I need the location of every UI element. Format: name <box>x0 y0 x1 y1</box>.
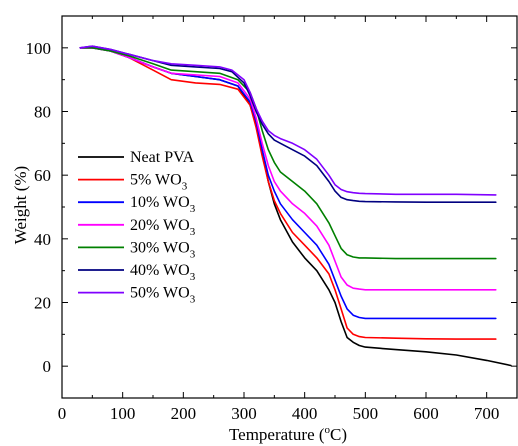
series-line-6 <box>79 45 497 196</box>
legend-label-2: 10% WO3 <box>130 194 196 215</box>
x-tick-label: 100 <box>110 404 136 423</box>
x-tick-label: 400 <box>292 404 318 423</box>
x-tick-label: 700 <box>474 404 500 423</box>
ticks-layer: 0 100 200 300 400 500 600 700 0 20 40 60 80 100 <box>26 16 517 423</box>
series-layer <box>79 45 512 367</box>
y-tick-label: 40 <box>34 230 51 249</box>
x-axis-title: Temperature (oC) <box>229 424 347 444</box>
y-tick-label: 60 <box>34 166 51 185</box>
y-tick-label: 80 <box>34 103 51 122</box>
series-line-4 <box>79 47 497 260</box>
x-tick-label: 600 <box>413 404 439 423</box>
x-tick-label: 300 <box>231 404 257 423</box>
legend-label-0: Neat PVA <box>130 149 195 166</box>
legend-label-4: 30% WO3 <box>130 239 196 260</box>
series-line-3 <box>79 47 497 291</box>
y-tick-label: 0 <box>43 357 52 376</box>
y-tick-label: 20 <box>34 294 51 313</box>
x-tick-label: 200 <box>171 404 197 423</box>
legend-label-5: 40% WO3 <box>130 262 196 283</box>
legend-label-3: 20% WO3 <box>130 217 196 238</box>
series-line-5 <box>79 45 497 203</box>
x-axis-title-post: C) <box>330 425 347 444</box>
x-tick-label: 500 <box>353 404 379 423</box>
x-axis-title-pre: Temperature ( <box>229 425 325 444</box>
series-line-1 <box>79 47 497 340</box>
y-axis-title: Weight (%) <box>11 166 30 244</box>
x-axis-title-sup: o <box>325 424 331 436</box>
x-tick-label: 0 <box>58 404 67 423</box>
y-tick-label: 100 <box>26 39 52 58</box>
legend-label-1: 5% WO3 <box>130 172 188 193</box>
legend-label-6: 50% WO3 <box>130 285 196 306</box>
